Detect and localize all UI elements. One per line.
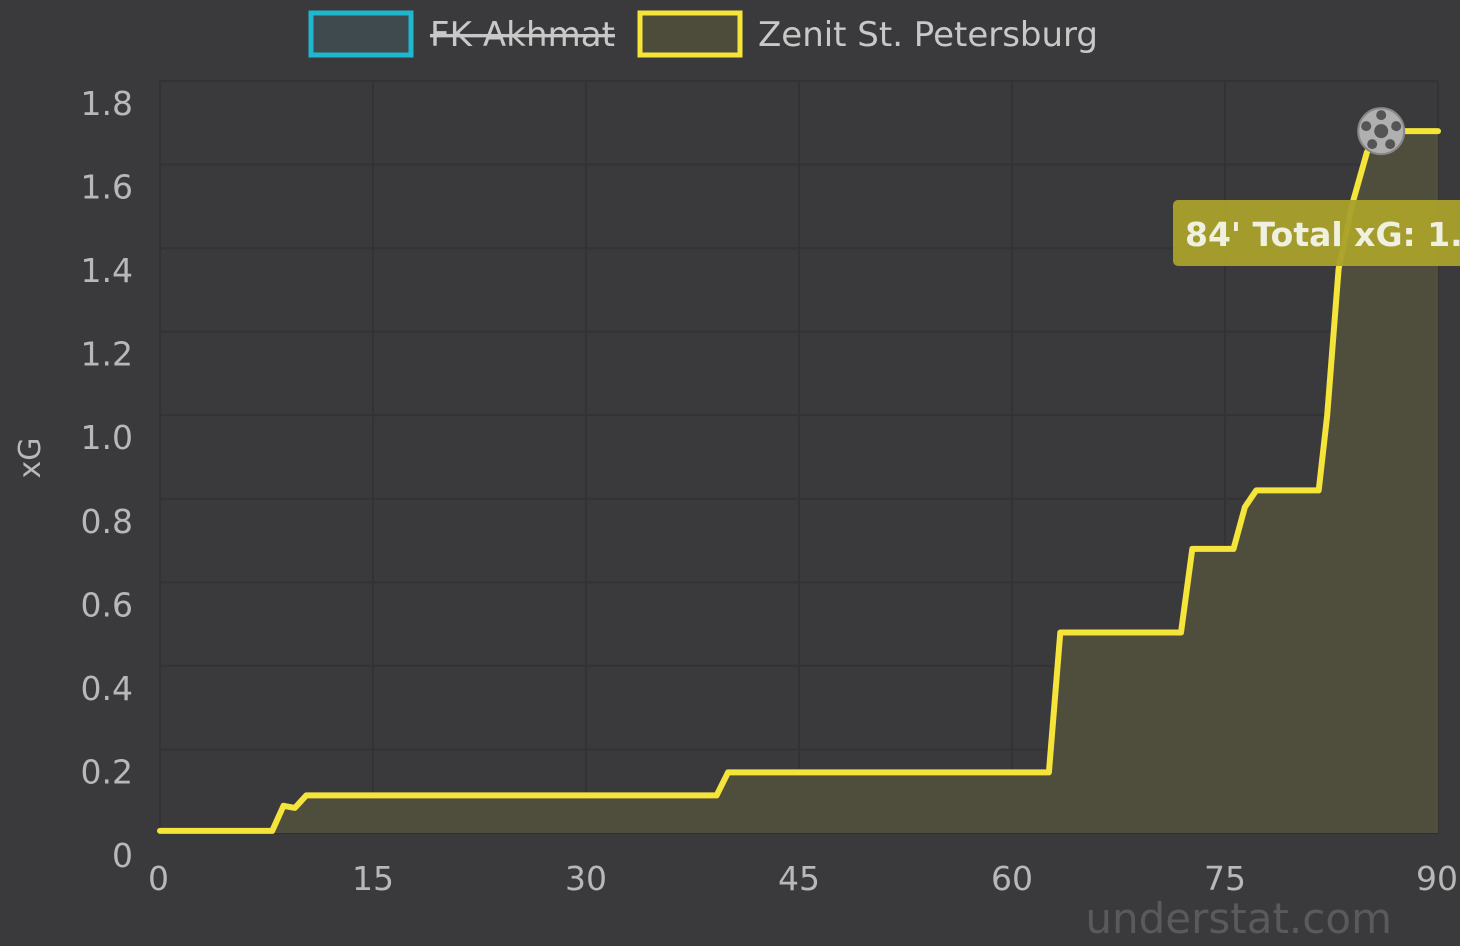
watermark: understat.com <box>1085 894 1392 943</box>
y-tick-label: 1.0 <box>81 418 133 457</box>
ball-patch <box>1367 139 1378 150</box>
legend-label-zenit: Zenit St. Petersburg <box>758 15 1098 55</box>
ball-patch <box>1385 139 1396 150</box>
x-tick-label: 75 <box>1204 859 1246 898</box>
ball-patch <box>1376 110 1387 121</box>
x-tick-label: 30 <box>565 859 607 898</box>
y-tick-label: 0.4 <box>81 669 133 708</box>
series-area <box>160 131 1438 834</box>
legend[interactable]: FK Akhmat Zenit St. Petersburg <box>308 10 1098 58</box>
x-tick-label: 90 <box>1416 859 1458 898</box>
tooltip-text: 84' Total xG: 1.51 <box>1185 215 1460 254</box>
x-tick-label: 45 <box>778 859 820 898</box>
tooltip-box <box>1173 200 1460 266</box>
tooltip: 84' Total xG: 1.51 <box>1173 200 1460 266</box>
x-tick-label: 15 <box>352 859 394 898</box>
y-tick-label: 1.2 <box>81 335 133 374</box>
y-tick-label: 0 <box>112 836 133 875</box>
ticks: 0 0.2 0.4 0.6 0.8 1.0 1.2 1.4 1.6 1.8 0 15 30 45 60 75 9… <box>81 84 1458 898</box>
ball-patch <box>1361 121 1372 132</box>
ball-patch <box>1374 124 1389 139</box>
y-tick-label: 1.8 <box>81 84 133 123</box>
legend-item-zenit[interactable]: Zenit St. Petersburg <box>637 10 1098 58</box>
x-tick-label: 0 <box>148 859 169 898</box>
y-tick-label: 0.8 <box>81 502 133 541</box>
x-tick-label: 60 <box>991 859 1033 898</box>
y-axis-label: xG <box>13 437 48 478</box>
legend-item-akhmat[interactable]: FK Akhmat <box>308 10 615 58</box>
y-tick-label: 0.6 <box>81 585 133 624</box>
y-tick-label: 0.2 <box>81 752 133 791</box>
y-tick-label: 1.4 <box>81 251 133 290</box>
legend-swatch-zenit <box>637 10 743 58</box>
legend-swatch-akhmat <box>308 10 414 58</box>
ball-patch <box>1391 121 1402 132</box>
y-tick-label: 1.6 <box>81 168 133 207</box>
goal-ball-icon <box>1357 107 1406 156</box>
